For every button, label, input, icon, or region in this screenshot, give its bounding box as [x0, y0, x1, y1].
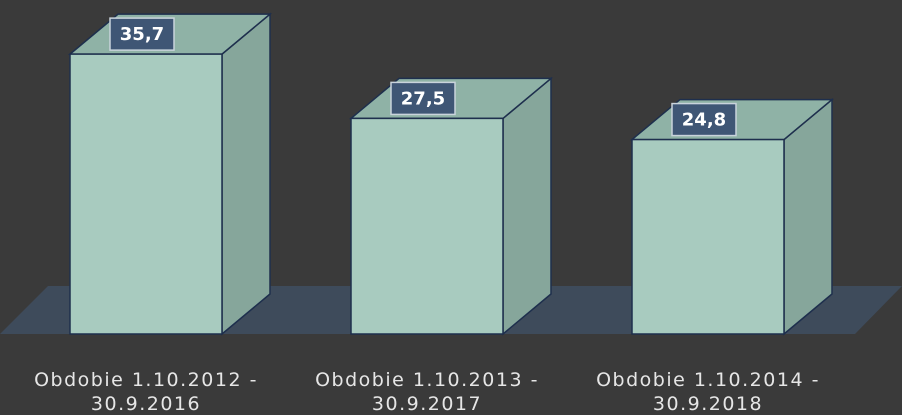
value-label: 24,8 — [682, 110, 726, 131]
x-tick-label: Obdobie 1.10.2014 - 30.9.2018 — [596, 369, 820, 415]
value-label-box — [109, 17, 175, 51]
value-label: 27,5 — [401, 88, 445, 109]
bar — [67, 12, 273, 336]
bar-side — [221, 12, 271, 336]
bar-front — [69, 53, 223, 335]
bar-front — [631, 138, 785, 335]
bar-side — [783, 97, 833, 336]
bar-side — [502, 76, 552, 336]
x-tick-label: Obdobie 1.10.2013 - 30.9.2017 — [315, 369, 539, 415]
bar-front — [350, 117, 504, 335]
bar — [348, 76, 554, 336]
x-tick-label: Obdobie 1.10.2012 - 30.9.2016 — [34, 369, 258, 415]
bar — [629, 97, 835, 336]
value-label: 35,7 — [120, 24, 164, 45]
value-label-box — [390, 81, 456, 116]
value-label-box — [671, 102, 737, 137]
